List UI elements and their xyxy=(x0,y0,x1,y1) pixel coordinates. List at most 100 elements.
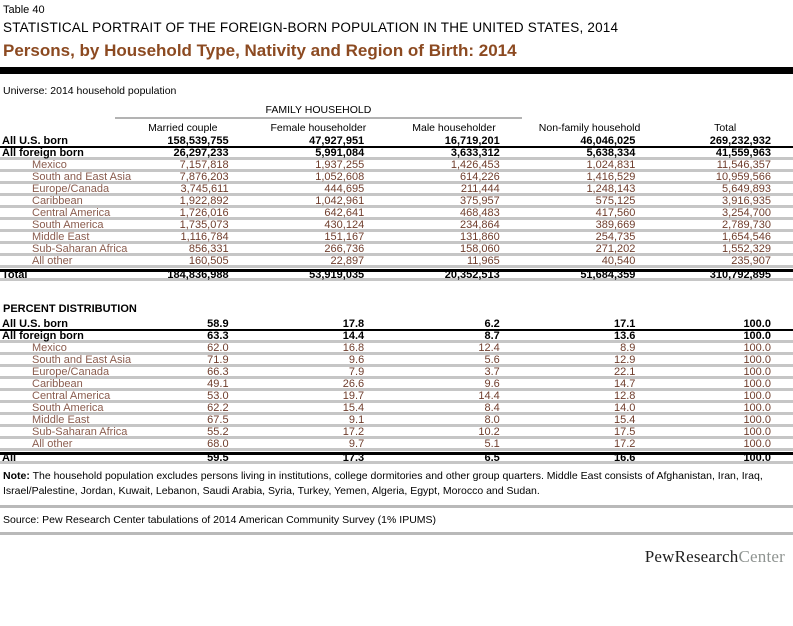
row-label: All U.S. born xyxy=(2,318,68,330)
row-label: Sub-Saharan Africa xyxy=(32,242,128,255)
table-row: Mexico 62.0 16.8 12.4 8.9 100.0 xyxy=(0,341,793,355)
cell-value: 5.6 xyxy=(484,353,500,366)
cell-value: 14.4 xyxy=(478,389,500,402)
percent-table: All U.S. born 58.9 17.8 6.2 17.1 100.0 All for… xyxy=(0,318,793,464)
row-label: All foreign born xyxy=(2,329,84,342)
row-label: South America xyxy=(32,218,104,231)
row-label: Caribbean xyxy=(32,377,83,390)
row-label: All other xyxy=(32,254,73,267)
cell-value: 468,483 xyxy=(460,206,500,219)
cell-value: 22.1 xyxy=(613,365,636,378)
cell-value: 271,202 xyxy=(595,242,636,255)
cell-value: 1,042,961 xyxy=(315,194,365,207)
cell-value: 62.0 xyxy=(207,341,229,354)
counts-table: FAMILY HOUSEHOLD Married couple Female h… xyxy=(0,104,793,281)
cell-value: 71.9 xyxy=(207,353,229,366)
cell-value: 46,046,025 xyxy=(580,135,636,147)
table-row: All foreign born 63.3 14.4 8.7 13.6 100.0 xyxy=(0,329,793,343)
cell-value: 53,919,035 xyxy=(309,269,365,281)
cell-value: 1,735,073 xyxy=(179,218,229,231)
cell-value: 6.5 xyxy=(484,452,500,464)
cell-value: 26,297,233 xyxy=(173,146,229,159)
cell-value: 160,505 xyxy=(188,254,229,267)
cell-value: 310,792,895 xyxy=(709,269,771,281)
row-label: Middle East xyxy=(32,230,90,243)
row-label: South and East Asia xyxy=(32,170,132,183)
cell-value: 14.4 xyxy=(342,329,365,342)
table-row: South America 1,735,073 430,124 234,864 389,… xyxy=(0,218,793,232)
logo-text-main: PewResearch xyxy=(644,547,739,566)
table-row: All U.S. born 58.9 17.8 6.2 17.1 100.0 xyxy=(0,318,793,331)
title-divider-bar xyxy=(0,67,793,74)
cell-value: 63.3 xyxy=(207,329,229,342)
table-row: Europe/Canada 66.3 7.9 3.7 22.1 100.0 xyxy=(0,365,793,379)
cell-value: 1,416,529 xyxy=(586,170,636,183)
table-row: South and East Asia 7,876,203 1,052,608 614… xyxy=(0,170,793,184)
cell-value: 254,735 xyxy=(595,230,636,243)
cell-value: 5,991,084 xyxy=(315,146,365,159)
page-title: Persons, by Household Type, Nativity and… xyxy=(3,41,517,60)
cell-value: 51,684,359 xyxy=(580,269,636,281)
table-row: All 59.5 17.3 6.5 16.6 100.0 xyxy=(0,452,793,464)
cell-value: 1,726,016 xyxy=(179,206,229,219)
cell-value: 59.5 xyxy=(207,452,229,464)
cell-value: 17.2 xyxy=(342,425,365,438)
cell-value: 1,552,329 xyxy=(722,242,771,255)
table-row: Central America 53.0 19.7 14.4 12.8 100.0 xyxy=(0,389,793,403)
cell-value: 6.2 xyxy=(484,318,500,330)
cell-value: 3.7 xyxy=(484,365,500,378)
cell-value: 15.4 xyxy=(613,413,636,426)
row-label: Europe/Canada xyxy=(32,182,110,195)
cell-value: 62.2 xyxy=(207,401,229,414)
cell-value: 7,157,818 xyxy=(179,158,229,171)
cell-value: 856,331 xyxy=(188,242,229,255)
row-label: South and East Asia xyxy=(32,353,132,366)
cell-value: 3,254,700 xyxy=(722,206,771,219)
cell-value: 184,836,988 xyxy=(167,269,229,281)
cell-value: 12.4 xyxy=(478,341,500,354)
cell-value: 100.0 xyxy=(743,353,771,366)
row-label: All xyxy=(2,452,17,464)
cell-value: 100.0 xyxy=(743,341,771,354)
table-row: Middle East 67.5 9.1 8.0 15.4 100.0 xyxy=(0,413,793,427)
cell-value: 2,789,730 xyxy=(722,218,771,231)
cell-value: 16.6 xyxy=(613,452,636,464)
cell-value: 100.0 xyxy=(743,318,771,330)
pew-research-center-logo: PewResearchCenter xyxy=(0,547,785,567)
table-row: All U.S. born 158,539,755 47,927,951 16,719… xyxy=(0,135,793,148)
universe-line: Universe: 2014 household population xyxy=(3,85,177,97)
note-text: Note: The household population excludes … xyxy=(0,464,793,508)
table-number-label: Table 40 xyxy=(3,4,45,16)
cell-value: 575,125 xyxy=(595,194,636,207)
cell-value: 234,864 xyxy=(460,218,500,231)
cell-value: 15.4 xyxy=(342,401,365,414)
table-row: Middle East 1,116,784 151,167 131,860 254,73… xyxy=(0,230,793,244)
cell-value: 53.0 xyxy=(207,389,229,402)
cell-value: 100.0 xyxy=(743,425,771,438)
cell-value: 10,959,566 xyxy=(715,170,771,183)
percent-distribution-heading: PERCENT DISTRIBUTION xyxy=(3,303,137,315)
cell-value: 49.1 xyxy=(207,377,229,390)
row-label: Caribbean xyxy=(32,194,83,207)
cell-value: 269,232,932 xyxy=(709,135,771,147)
cell-value: 1,052,608 xyxy=(315,170,365,183)
cell-value: 8.7 xyxy=(484,329,500,342)
cell-value: 3,745,611 xyxy=(180,182,229,195)
cell-value: 9.6 xyxy=(348,353,365,366)
cell-value: 20,352,513 xyxy=(444,269,500,281)
group-header-row: FAMILY HOUSEHOLD xyxy=(0,104,793,119)
cell-value: 17.5 xyxy=(613,425,636,438)
cell-value: 100.0 xyxy=(743,452,771,464)
cell-value: 158,060 xyxy=(460,242,500,255)
cell-value: 1,654,546 xyxy=(722,230,771,243)
cell-value: 9.7 xyxy=(348,437,365,450)
family-household-group-header: FAMILY HOUSEHOLD xyxy=(115,104,522,119)
cell-value: 235,907 xyxy=(731,254,771,267)
cell-value: 100.0 xyxy=(743,437,771,450)
cell-value: 10.2 xyxy=(478,425,500,438)
cell-value: 1,426,453 xyxy=(450,158,500,171)
cell-value: 17.3 xyxy=(342,452,365,464)
cell-value: 211,444 xyxy=(460,182,500,195)
cell-value: 8.4 xyxy=(484,401,500,414)
report-title: STATISTICAL PORTRAIT OF THE FOREIGN-BORN… xyxy=(3,20,619,35)
